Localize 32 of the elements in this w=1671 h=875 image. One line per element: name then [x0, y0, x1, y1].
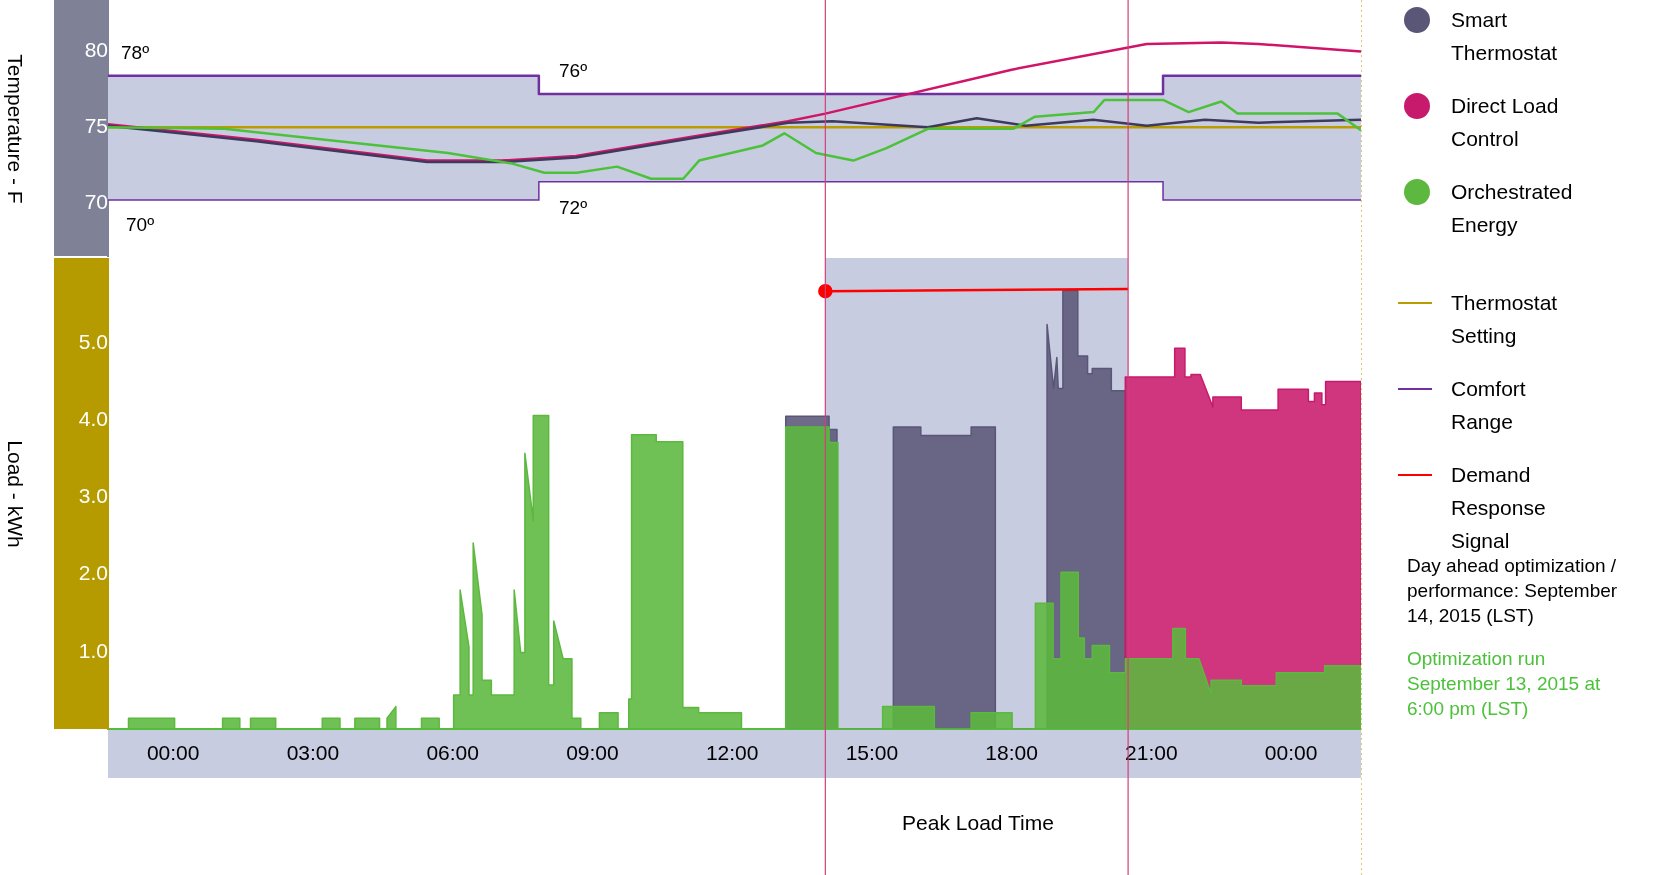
legend-label: Smart Thermostat: [1451, 7, 1559, 66]
annotation: 72º: [559, 197, 588, 219]
y-tick-label: 2.0: [78, 561, 109, 585]
y-tick-label: 4.0: [78, 406, 109, 430]
y-tick-label: 3.0: [78, 484, 109, 508]
legend-label: Direct Load Control: [1451, 93, 1560, 152]
y-tick-label: 80: [84, 38, 108, 62]
y-axis-title: Load - kWh: [3, 439, 27, 548]
y-tick-label: 5.0: [78, 329, 109, 353]
x-tick-label: 00:00: [146, 741, 200, 765]
annotation: 76º: [559, 60, 588, 82]
y-tick-label: 1.0: [78, 638, 109, 662]
annotation: 78º: [121, 42, 150, 64]
annotation: 70º: [126, 214, 155, 236]
legend-label: Orchestrated Energy: [1451, 179, 1574, 238]
x-tick-label: 06:00: [426, 741, 479, 765]
legend-label: Demand Response Signal: [1451, 463, 1546, 552]
legend-label: Comfort Range: [1451, 376, 1527, 435]
x-tick-label: 15:00: [845, 741, 899, 765]
legend-label: Thermostat Setting: [1451, 290, 1559, 349]
x-tick-label: 03:00: [286, 741, 340, 765]
y-tick-label: 75: [84, 114, 108, 138]
x-tick-label: 09:00: [566, 741, 619, 765]
x-tick-label: 18:00: [985, 741, 1038, 765]
text: Optimization run September 13, 2015 at 6:00 pm (LST): [1407, 647, 1602, 721]
x-tick-label: 21:00: [1125, 741, 1178, 765]
x-tick-label: 00:00: [1264, 741, 1318, 765]
text: Peak Load Time: [902, 811, 1054, 835]
x-tick-label: 12:00: [705, 741, 759, 765]
text: Day ahead optimization / performance: September 14, 2015 (LST): [1407, 554, 1619, 628]
y-tick-label: 70: [84, 189, 108, 213]
y-axis-title: Temperature - F: [3, 53, 27, 204]
